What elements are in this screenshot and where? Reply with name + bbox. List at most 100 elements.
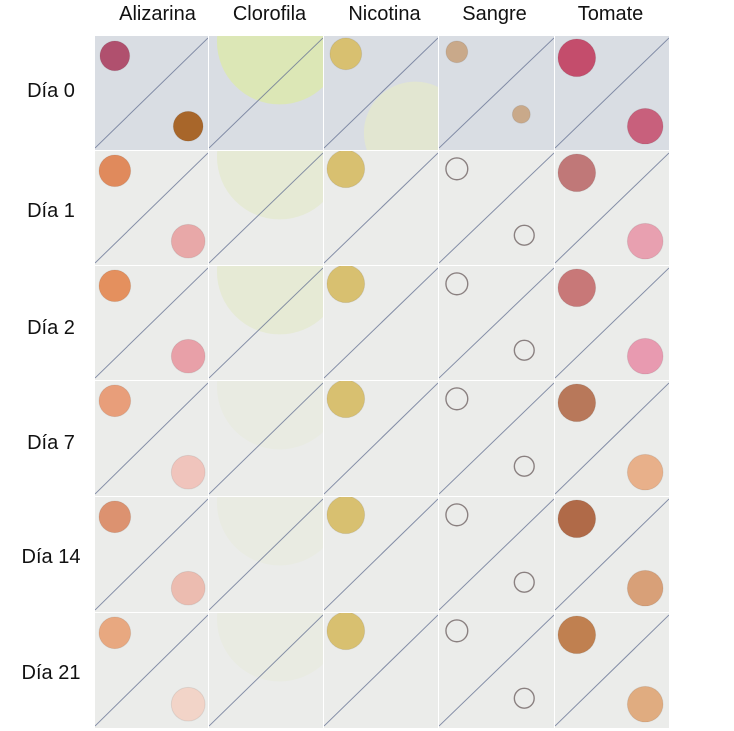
photo-alizarina-row-3 [95,381,208,496]
stain-tomate-bottom [626,569,664,607]
stain-tomate-bottom [626,222,664,260]
column-header-sangre: Sangre [462,3,527,25]
stain-sangre-top [445,387,469,411]
stain-alizarina-top [98,269,132,303]
stain-alizarina-top [98,154,132,188]
row-label-day-2: Día 2 [27,317,75,339]
photo-alizarina-row-2 [95,266,208,380]
photo-alizarina-row-5 [95,613,208,728]
stain-tomate-top [557,499,597,539]
stain-alizarina-bottom [170,570,206,606]
stain-clorofila [216,497,323,566]
stain-alizarina-top [98,616,132,650]
diagonal-pen-line [555,382,669,495]
diagonal-pen-line [209,152,323,264]
diagonal-pen-line [439,498,554,611]
stain-alizarina-bottom [170,338,206,374]
diagonal-pen-line [439,614,554,727]
diagonal-pen-line [439,152,554,264]
photo-sangre-row-3 [439,381,554,496]
diagonal-pen-line [95,267,208,379]
photo-clorofila-row-5 [209,613,323,728]
stain-tomate-top [557,153,597,193]
diagonal-pen-line [555,614,669,727]
stain-tomate-bottom [626,453,664,491]
stain-tomate-bottom [626,685,664,723]
photo-alizarina-row-4 [95,497,208,612]
stain-clorofila [216,151,323,220]
diagonal-pen-line [555,267,669,379]
column-header-nicotina: Nicotina [348,3,421,25]
row-label-day-7: Día 7 [27,432,75,454]
photo-tomate-row-2 [555,266,669,380]
photo-nicotina-row-5 [324,613,438,728]
diagonal-pen-line [324,382,438,495]
photo-clorofila-row-1 [209,151,323,265]
stain-alizarina-bottom [170,223,206,259]
column-header-clorofila: Clorofila [232,3,307,25]
stain-nicotina-top [326,613,366,651]
stain-tomate-top [557,38,597,78]
stain-clorofila [216,613,323,682]
diagonal-pen-line [95,614,208,727]
stain-sangre-top [445,619,469,643]
photo-clorofila-row-4 [209,497,323,612]
stain-sangre-top [445,503,469,527]
photo-sangre-row-5 [439,613,554,728]
stain-clorofila [216,266,323,335]
row-label-day-1: Día 1 [27,200,75,222]
stain-clorofila [216,36,323,105]
stain-sangre-bottom [513,687,535,709]
stain-nicotina-top [326,381,366,419]
stain-sangre-bottom [513,455,535,477]
stain-alizarina-bottom [172,110,204,142]
diagonal-pen-line [439,37,554,149]
photo-clorofila-row-0 [209,36,323,150]
photo-nicotina-row-3 [324,381,438,496]
stain-nicotina-top [326,266,366,304]
diagonal-pen-line [555,498,669,611]
stain-tomate-top [557,615,597,655]
stain-tomate-bottom [626,107,664,145]
stain-tomate-top [557,268,597,308]
photo-nicotina-row-4 [324,497,438,612]
stain-alizarina-top [98,500,132,534]
stain-sangre-bottom [511,104,531,124]
photo-tomate-row-3 [555,381,669,496]
diagonal-pen-line [555,152,669,264]
photo-tomate-row-1 [555,151,669,265]
stain-alizarina-bottom [170,454,206,490]
stain-tomate-top [557,383,597,423]
photo-grid [95,36,670,729]
diagonal-pen-line [439,382,554,495]
stain-nicotina-top [326,497,366,535]
stain-clorofila [216,381,323,450]
diagonal-pen-line [209,382,323,495]
diagonal-pen-line [209,498,323,611]
photo-nicotina-row-2 [324,266,438,380]
photo-tomate-row-5 [555,613,669,728]
row-label-day-14: Día 14 [21,546,81,568]
diagonal-pen-line [95,498,208,611]
stain-sangre-top [445,272,469,296]
column-header-alizarina: Alizarina [119,3,196,25]
stain-alizarina-bottom [170,686,206,722]
photo-sangre-row-2 [439,266,554,380]
photo-tomate-row-0 [555,36,669,150]
stain-sangre-top [445,157,469,181]
diagonal-pen-line [324,498,438,611]
photo-clorofila-row-3 [209,381,323,496]
stain-alizarina-top [99,40,131,72]
diagonal-pen-line [95,382,208,495]
diagonal-pen-line [209,37,323,149]
photo-tomate-row-4 [555,497,669,612]
column-header-tomate: Tomate [577,3,644,25]
diagonal-pen-line [324,37,438,149]
stain-nicotina-top [329,37,363,71]
diagonal-pen-line [324,267,438,379]
photo-alizarina-row-0 [95,36,208,150]
photo-alizarina-row-1 [95,151,208,265]
stain-nicotina-bottom [363,81,438,150]
stain-alizarina-top [98,384,132,418]
diagonal-pen-line [209,614,323,727]
